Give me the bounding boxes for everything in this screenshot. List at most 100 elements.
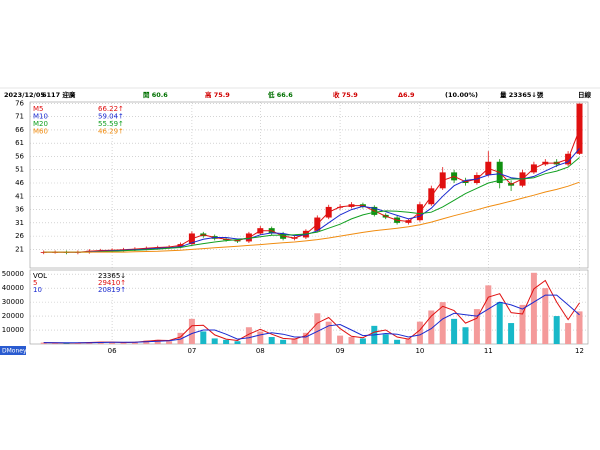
y-tick-label: 61 bbox=[15, 139, 24, 147]
x-tick-label: 10 bbox=[415, 347, 424, 355]
volume-bar bbox=[268, 337, 275, 344]
volume-bar bbox=[565, 323, 572, 344]
volume-bar bbox=[200, 331, 207, 344]
volume-bar bbox=[211, 338, 218, 344]
volume-bar bbox=[485, 285, 492, 344]
volume-bar bbox=[462, 327, 469, 344]
legend-value: 66.22↑ bbox=[98, 105, 124, 113]
source: DMoney bbox=[2, 348, 27, 355]
volume-bar bbox=[188, 318, 195, 344]
header-item: 開 60.6 bbox=[143, 90, 168, 99]
legend-name: M10 bbox=[33, 113, 48, 121]
ma-line bbox=[43, 129, 580, 253]
volume-bar bbox=[177, 332, 184, 344]
ma-line bbox=[43, 157, 580, 253]
header-item: 日線 bbox=[578, 90, 592, 99]
volume-bar bbox=[291, 338, 298, 344]
header-item: 高 75.9 bbox=[205, 90, 230, 99]
header-item: 收 75.9 bbox=[333, 90, 358, 99]
volume-panel bbox=[29, 269, 589, 345]
volume-bar bbox=[325, 321, 332, 344]
volume-bar bbox=[542, 288, 549, 344]
y-tick-label: 20000 bbox=[2, 312, 24, 320]
y-tick-label: 41 bbox=[15, 192, 24, 200]
volume-bar bbox=[257, 331, 264, 344]
legend-value: 20819↑ bbox=[98, 286, 126, 294]
source-badge bbox=[0, 346, 26, 355]
y-tick-label: 46 bbox=[15, 179, 24, 187]
legend-name: VOL bbox=[33, 272, 47, 280]
volume-bar bbox=[245, 327, 252, 344]
volume-bar bbox=[337, 335, 344, 344]
header-item: 量 23365↓張 bbox=[500, 90, 544, 99]
volume-bar bbox=[131, 341, 138, 344]
volume-bar bbox=[519, 304, 526, 344]
volume-bar bbox=[166, 341, 173, 344]
legend-name: M20 bbox=[33, 120, 48, 128]
y-tick-label: 26 bbox=[15, 232, 24, 240]
legend-name: M60 bbox=[33, 128, 48, 136]
y-tick-label: 66 bbox=[15, 126, 24, 134]
volume-bar bbox=[553, 316, 560, 344]
header-item: Δ6.9 bbox=[398, 91, 415, 99]
legend-name: M5 bbox=[33, 105, 44, 113]
volume-bar bbox=[439, 302, 446, 344]
legend-value: 29410↑ bbox=[98, 279, 126, 287]
x-tick-label: 11 bbox=[484, 347, 493, 355]
ma-line bbox=[43, 294, 580, 344]
x-tick-label: 08 bbox=[256, 347, 265, 355]
y-tick-label: 56 bbox=[15, 152, 24, 160]
volume-bar bbox=[314, 313, 321, 344]
volume-bar bbox=[382, 334, 389, 344]
volume-bar bbox=[52, 342, 59, 344]
volume-bar bbox=[496, 302, 503, 344]
header-item: 6117 迎廣 bbox=[42, 90, 76, 99]
legend-name: 5 bbox=[33, 279, 37, 287]
x-tick-label: 06 bbox=[108, 347, 117, 355]
legend-name: 10 bbox=[33, 286, 42, 294]
legend-value: 23365↓ bbox=[98, 272, 126, 280]
volume-bar bbox=[154, 339, 161, 344]
volume-bar bbox=[40, 342, 47, 344]
volume-bar bbox=[359, 338, 366, 344]
y-tick-label: 30000 bbox=[2, 298, 24, 306]
volume-bar bbox=[120, 342, 127, 344]
volume-bar bbox=[508, 323, 515, 344]
y-tick-label: 10000 bbox=[2, 326, 24, 334]
y-tick-label: 31 bbox=[15, 219, 24, 227]
volume-bar bbox=[473, 309, 480, 344]
volume-bar bbox=[428, 310, 435, 344]
volume-bar bbox=[109, 342, 116, 344]
volume-bar bbox=[530, 272, 537, 344]
x-tick-label: 12 bbox=[575, 347, 584, 355]
x-tick-label: 07 bbox=[187, 347, 196, 355]
y-tick-label: 21 bbox=[15, 245, 24, 253]
volume-bar bbox=[451, 318, 458, 344]
y-tick-label: 40000 bbox=[2, 284, 24, 292]
y-tick-label: 36 bbox=[15, 206, 24, 214]
volume-bar bbox=[405, 338, 412, 344]
candle-body bbox=[576, 103, 583, 154]
volume-bar bbox=[348, 337, 355, 344]
volume-bar bbox=[416, 321, 423, 344]
price-panel bbox=[29, 101, 589, 269]
legend-value: 59.04↑ bbox=[98, 113, 124, 121]
volume-bar bbox=[576, 311, 583, 344]
volume-bar bbox=[63, 343, 70, 344]
volume-bar bbox=[234, 341, 241, 344]
y-tick-label: 71 bbox=[15, 113, 24, 121]
volume-bar bbox=[280, 339, 287, 344]
ma-line bbox=[43, 181, 580, 253]
header-item: (10.00%) bbox=[445, 91, 478, 99]
header-item: 2023/12/05 bbox=[4, 91, 45, 99]
legend-value: 55.59↑ bbox=[98, 120, 124, 128]
volume-bar bbox=[394, 339, 401, 344]
volume-bar bbox=[302, 332, 309, 344]
y-tick-label: 76 bbox=[15, 99, 24, 107]
y-tick-label: 50000 bbox=[2, 270, 24, 278]
header-item: 低 66.6 bbox=[267, 90, 293, 99]
x-tick-label: 09 bbox=[336, 347, 345, 355]
y-tick-label: 51 bbox=[15, 166, 24, 174]
